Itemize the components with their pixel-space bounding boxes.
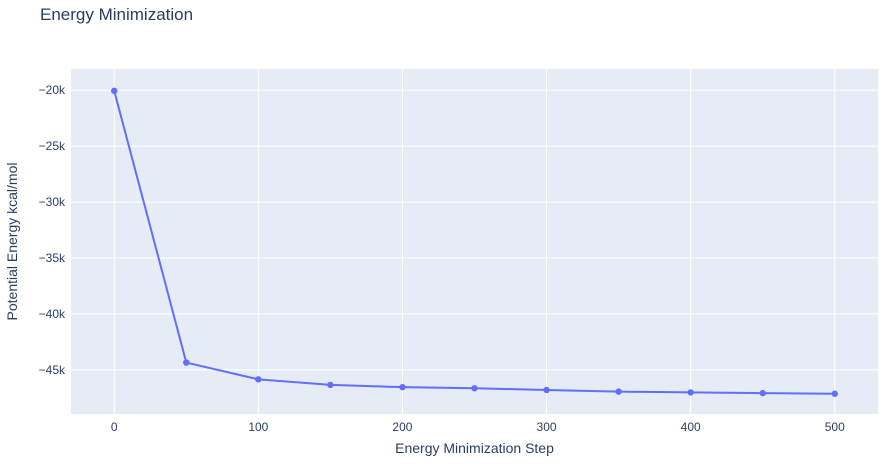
data-point[interactable] [687,389,694,396]
y-tick-label: −25k [39,139,66,153]
y-tick-label: −20k [39,83,66,97]
x-tick-label: 200 [392,420,412,434]
data-point[interactable] [255,376,262,383]
x-tick-label: 400 [681,420,701,434]
data-point[interactable] [111,87,118,95]
chart-title: Energy Minimization [40,5,194,24]
data-point[interactable] [615,388,622,395]
x-tick-label: 300 [537,420,557,434]
data-point[interactable] [543,386,550,394]
x-axis-title: Energy Minimization Step [395,440,554,456]
data-point[interactable] [471,385,478,392]
y-tick-label: −30k [39,195,66,209]
y-tick-label: −40k [39,307,66,321]
x-tick-label: 0 [111,420,118,434]
data-point[interactable] [759,389,766,397]
plot-area[interactable] [71,69,878,414]
data-point[interactable] [183,359,190,366]
data-point[interactable] [831,390,838,397]
y-tick-label: −45k [39,363,66,377]
x-tick-label: 100 [248,420,268,434]
y-axis-title: Potential Energy kcal/mol [4,163,20,321]
y-tick-label: −35k [39,251,66,265]
x-tick-label: 500 [825,420,845,434]
data-point[interactable] [327,381,334,389]
data-point[interactable] [399,383,406,391]
